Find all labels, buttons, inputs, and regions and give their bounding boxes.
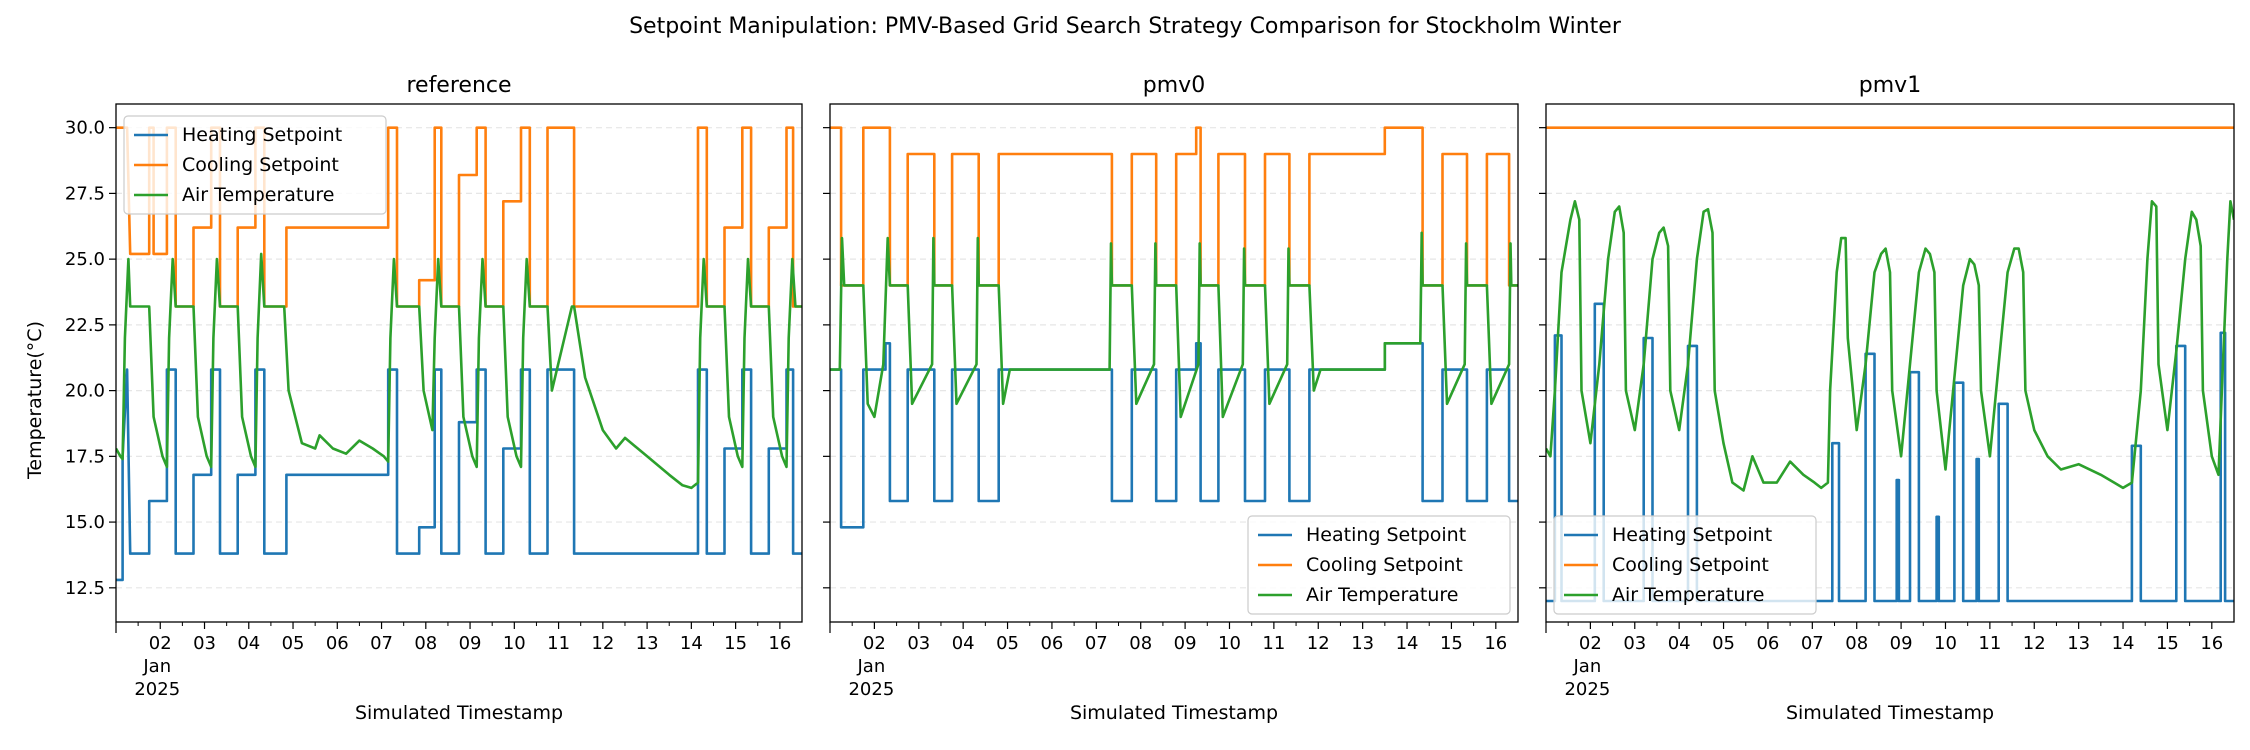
x-tick-label: 15 bbox=[1440, 633, 1463, 654]
x-tick-label: 10 bbox=[1934, 633, 1957, 654]
plot-frame bbox=[1545, 103, 2235, 623]
legend-label: Cooling Setpoint bbox=[182, 154, 339, 176]
legend: Heating Setpoint Cooling Setpoint Air Temp… bbox=[1247, 515, 1511, 615]
x-month-label: Jan bbox=[1573, 656, 1602, 677]
legend-label: Heating Setpoint bbox=[182, 124, 342, 146]
x-month-label: Jan bbox=[142, 656, 171, 677]
x-tick-label: 02 bbox=[149, 633, 172, 654]
panel-title: reference bbox=[406, 73, 511, 98]
legend-label: Heating Setpoint bbox=[1306, 524, 1466, 546]
x-tick-label: 02 bbox=[1579, 633, 1602, 654]
x-tick-label: 10 bbox=[503, 633, 526, 654]
panel-reference: 12.5 15.0 17.5 20.0 22.5 25.0 27.5 30.0 02 03 04 05… bbox=[65, 73, 803, 724]
series-line-air-temperature bbox=[1546, 200, 2234, 492]
x-axis-label: Simulated Timestamp bbox=[1786, 702, 1994, 724]
x-tick-label: 08 bbox=[1845, 633, 1868, 654]
x-tick-label: 05 bbox=[996, 633, 1019, 654]
x-tick-label: 09 bbox=[1174, 633, 1197, 654]
figure-title: Setpoint Manipulation: PMV-Based Grid Se… bbox=[629, 14, 1622, 39]
plot-frame bbox=[829, 103, 1519, 623]
x-tick-label: 03 bbox=[193, 633, 216, 654]
series-group bbox=[830, 126, 1518, 529]
y-tick-label: 25.0 bbox=[65, 249, 105, 270]
x-tick-label: 12 bbox=[2023, 633, 2046, 654]
x-tick-label: 08 bbox=[1129, 633, 1152, 654]
x-tick-label: 13 bbox=[1351, 633, 1374, 654]
y-axis-label: Temperature(°C) bbox=[24, 321, 46, 480]
x-tick-label: 07 bbox=[370, 633, 393, 654]
x-tick-label: 07 bbox=[1085, 633, 1108, 654]
x-month-label: Jan bbox=[857, 656, 886, 677]
x-tick-label: 05 bbox=[1712, 633, 1735, 654]
x-tick-label: 03 bbox=[907, 633, 930, 654]
y-tick-label: 15.0 bbox=[65, 512, 105, 533]
x-tick-label: 03 bbox=[1623, 633, 1646, 654]
x-tick-label: 13 bbox=[2067, 633, 2090, 654]
x-year-label: 2025 bbox=[848, 679, 894, 700]
x-tick-label: 06 bbox=[1756, 633, 1779, 654]
x-tick-label: 14 bbox=[680, 633, 703, 654]
plot-frame bbox=[115, 103, 803, 623]
x-tick-label: 16 bbox=[768, 633, 791, 654]
x-tick-label: 12 bbox=[591, 633, 614, 654]
panels: 12.5 15.0 17.5 20.0 22.5 25.0 27.5 30.0 02 03 04 05… bbox=[65, 73, 2235, 724]
x-tick-label: 16 bbox=[2200, 633, 2223, 654]
x-tick-label: 13 bbox=[636, 633, 659, 654]
x-tick-label: 11 bbox=[1978, 633, 2001, 654]
series-group bbox=[1546, 126, 2234, 603]
x-tick-label: 09 bbox=[1890, 633, 1913, 654]
x-tick-label: 05 bbox=[282, 633, 305, 654]
series-line-heating-setpoint bbox=[830, 342, 1518, 529]
legend-label: Cooling Setpoint bbox=[1306, 554, 1463, 576]
y-tick-label: 30.0 bbox=[65, 118, 105, 139]
y-tick-label: 12.5 bbox=[65, 578, 105, 599]
x-tick-label: 04 bbox=[952, 633, 975, 654]
x-tick-label: 14 bbox=[2112, 633, 2135, 654]
legend-label: Air Temperature bbox=[1306, 584, 1458, 606]
x-axis-label: Simulated Timestamp bbox=[1070, 702, 1278, 724]
x-tick-label: 16 bbox=[1484, 633, 1507, 654]
y-tick-label: 17.5 bbox=[65, 446, 105, 467]
panel-title: pmv0 bbox=[1143, 73, 1205, 98]
x-tick-label: 07 bbox=[1801, 633, 1824, 654]
x-tick-label: 14 bbox=[1396, 633, 1419, 654]
x-tick-label: 04 bbox=[1668, 633, 1691, 654]
x-tick-label: 12 bbox=[1307, 633, 1330, 654]
series-line-heating-setpoint bbox=[116, 368, 802, 582]
x-tick-label: 06 bbox=[1040, 633, 1063, 654]
legend: Heating Setpoint Cooling Setpoint Air Temp… bbox=[123, 115, 387, 215]
x-tick-label: 04 bbox=[237, 633, 260, 654]
panel-title: pmv1 bbox=[1859, 73, 1921, 98]
series-line-air-temperature bbox=[116, 252, 802, 490]
legend-box bbox=[1247, 515, 1511, 615]
legend: Heating Setpoint Cooling Setpoint Air Temp… bbox=[1553, 515, 1817, 615]
x-tick-label: 08 bbox=[414, 633, 437, 654]
x-tick-label: 02 bbox=[863, 633, 886, 654]
x-tick-label: 15 bbox=[724, 633, 747, 654]
x-axis-label: Simulated Timestamp bbox=[355, 702, 563, 724]
legend-label: Air Temperature bbox=[1612, 584, 1764, 606]
series-group bbox=[116, 126, 802, 582]
legend-label: Cooling Setpoint bbox=[1612, 554, 1769, 576]
series-line-air-temperature bbox=[830, 231, 1518, 419]
legend-label: Air Temperature bbox=[182, 184, 334, 206]
y-tick-label: 22.5 bbox=[65, 315, 105, 336]
legend-box bbox=[1553, 515, 1817, 615]
x-year-label: 2025 bbox=[1564, 679, 1610, 700]
y-tick-label: 20.0 bbox=[65, 381, 105, 402]
x-tick-label: 10 bbox=[1218, 633, 1241, 654]
x-tick-label: 06 bbox=[326, 633, 349, 654]
x-tick-label: 15 bbox=[2156, 633, 2179, 654]
legend-label: Heating Setpoint bbox=[1612, 524, 1772, 546]
x-tick-label: 11 bbox=[547, 633, 570, 654]
x-tick-label: 11 bbox=[1262, 633, 1285, 654]
legend-box bbox=[123, 115, 387, 215]
y-tick-label: 27.5 bbox=[65, 183, 105, 204]
x-tick-label: 09 bbox=[459, 633, 482, 654]
x-year-label: 2025 bbox=[134, 679, 180, 700]
